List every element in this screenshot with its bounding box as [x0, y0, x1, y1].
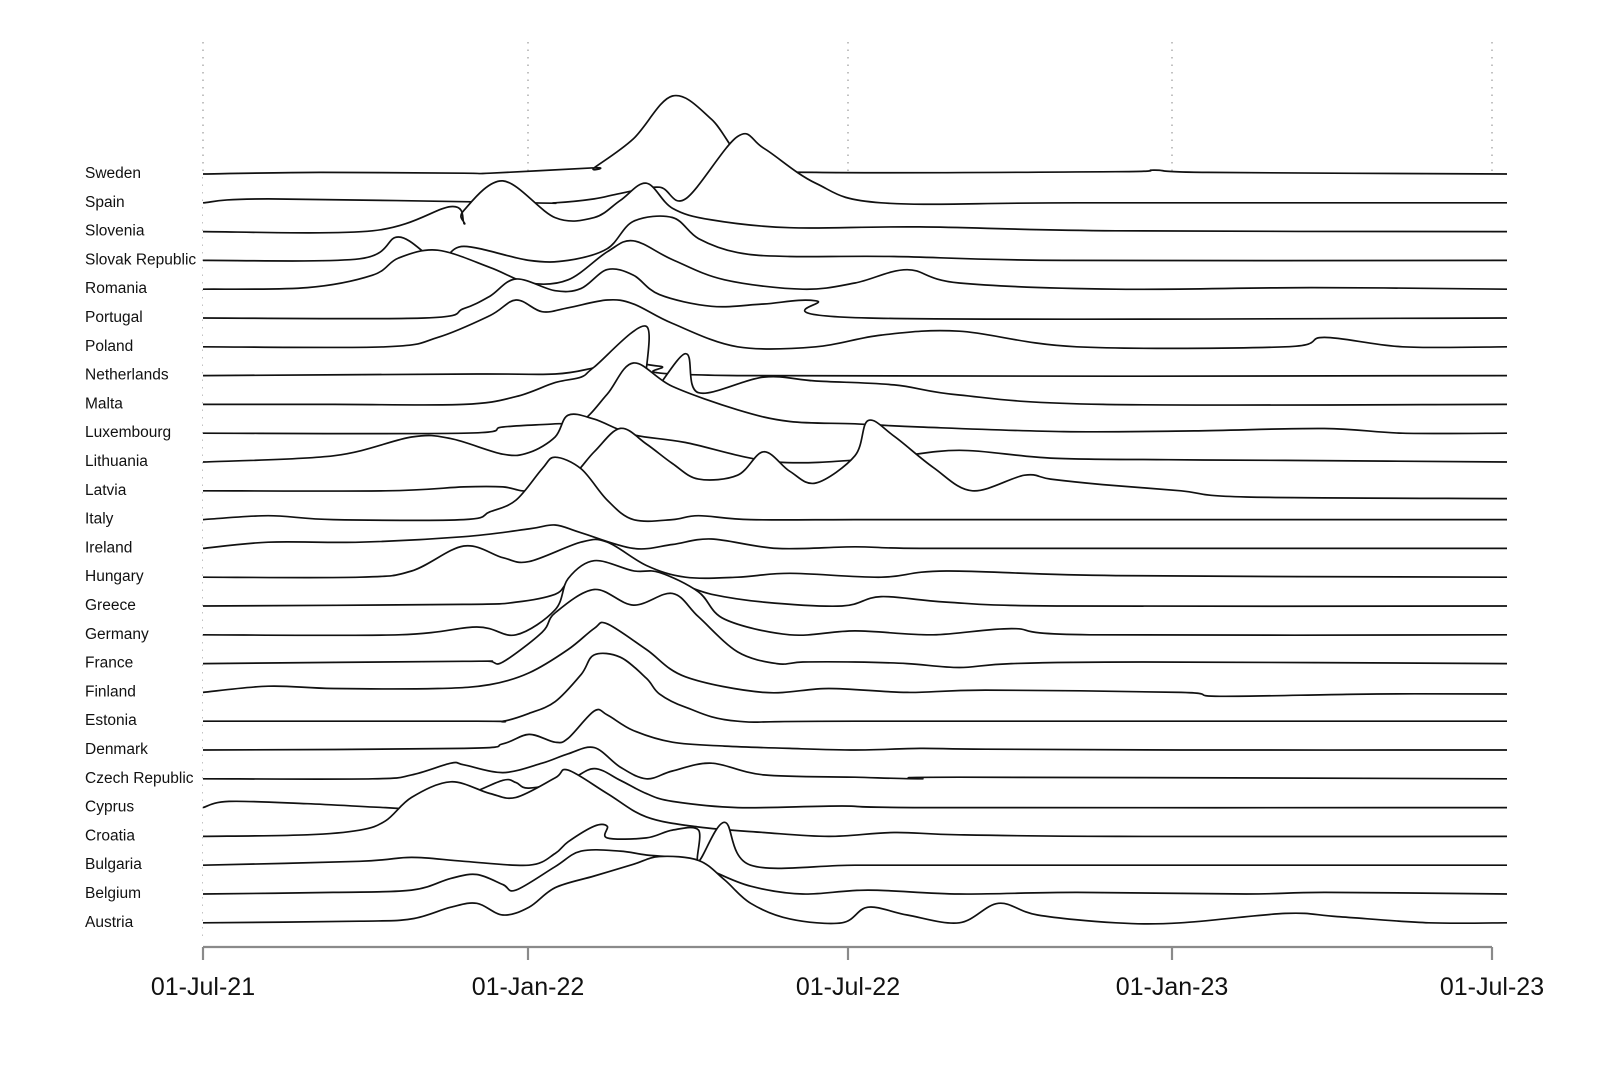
country-label: Malta [85, 395, 123, 412]
ridge-fill [203, 769, 1507, 877]
ridge-line [203, 325, 1508, 406]
country-label: Germany [85, 626, 149, 643]
country-label: Luxembourg [85, 424, 171, 441]
x-axis-ticks: 01-Jul-21 01-Jan-22 01-Jul-22 01-Jan-23 01-J… [151, 947, 1544, 1001]
country-label: Sweden [85, 165, 141, 182]
ridge-line [202, 215, 1508, 263]
ridge-line [202, 94, 1508, 175]
country-label: Cyprus [85, 799, 134, 816]
country-label: Poland [85, 338, 133, 355]
country-label: Portugal [85, 309, 143, 326]
country-label: Lithuania [85, 453, 148, 470]
ridge-line [202, 538, 1508, 580]
country-label: Spain [85, 194, 125, 211]
ridge-fill [203, 539, 1507, 618]
ridge-fill [203, 856, 1507, 963]
ridge-line [202, 767, 1508, 810]
ridge-fill [203, 180, 1507, 272]
ridge-fill [203, 570, 1507, 646]
ridge-line [202, 708, 1508, 751]
country-label: Slovak Republic [85, 251, 196, 268]
x-tick-label: 01-Jul-23 [1440, 973, 1544, 1001]
ridge-fill [203, 299, 1507, 387]
ridge-line [202, 821, 1507, 870]
country-label: Croatia [85, 827, 135, 844]
ridge-line [202, 621, 1508, 698]
x-tick-label: 01-Jan-23 [1116, 973, 1229, 1001]
country-label: France [85, 655, 133, 672]
country-label: Finland [85, 683, 136, 700]
x-tick-label: 01-Jul-22 [796, 973, 900, 1001]
ridge-fill [203, 325, 1507, 445]
ridge-line [202, 559, 1508, 637]
ridge-line [202, 239, 1508, 291]
country-label: Denmark [85, 741, 148, 758]
country-label: Austria [85, 914, 134, 931]
country-label: Romania [85, 280, 147, 297]
country-label: Belgium [85, 885, 141, 902]
country-label: Latvia [85, 482, 127, 499]
ridge-line [202, 180, 1508, 234]
x-tick-label: 01-Jan-22 [472, 973, 585, 1001]
ridge-line [202, 524, 1507, 550]
country-label: Ireland [85, 539, 132, 556]
ridge-fill [203, 622, 1507, 733]
ridges [202, 94, 1508, 963]
country-label: Greece [85, 597, 136, 614]
country-label: Italy [85, 511, 114, 528]
ridge-line [202, 268, 1508, 321]
ridge-fill [203, 95, 1507, 214]
country-label: Czech Republic [85, 770, 194, 787]
ridge-line [202, 362, 1508, 435]
ridge-line [202, 588, 1508, 669]
country-label: Netherlands [85, 367, 169, 384]
ridge-fill [203, 414, 1507, 502]
ridge-fill [203, 362, 1507, 474]
country-label: Bulgaria [85, 856, 142, 873]
ridge-line [202, 298, 1508, 350]
ridge-line [202, 456, 1507, 523]
ridge-line [202, 413, 1508, 464]
ridge-line [202, 746, 1508, 780]
country-labels: Sweden Spain Slovenia Slovak Republic Romani… [85, 165, 196, 931]
country-label: Hungary [85, 568, 144, 585]
country-label: Estonia [85, 712, 137, 729]
country-label: Slovenia [85, 223, 145, 240]
ridge-line [202, 768, 1508, 838]
ridge-fill [203, 216, 1507, 301]
ridge-line [202, 855, 1508, 925]
x-tick-label: 01-Jul-21 [151, 973, 255, 1001]
ridge-line [202, 652, 1507, 724]
